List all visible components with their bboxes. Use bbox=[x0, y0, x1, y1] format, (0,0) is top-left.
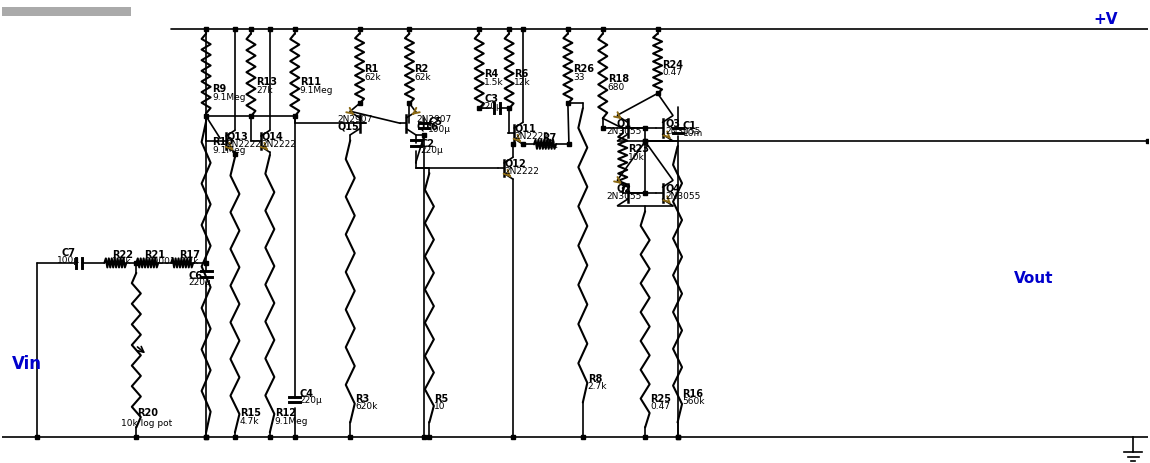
Text: 10m: 10m bbox=[683, 129, 703, 138]
Text: 220μ: 220μ bbox=[480, 102, 503, 111]
Text: R3: R3 bbox=[355, 393, 369, 403]
Text: Q15: Q15 bbox=[338, 121, 360, 131]
Text: R1: R1 bbox=[365, 64, 378, 75]
Text: 2N2222: 2N2222 bbox=[227, 139, 261, 149]
Text: 0.0001: 0.0001 bbox=[144, 257, 176, 266]
Text: 220μ: 220μ bbox=[300, 396, 322, 405]
Text: Vout: Vout bbox=[1013, 271, 1053, 286]
Text: 12k: 12k bbox=[542, 140, 559, 150]
Text: R21: R21 bbox=[144, 250, 166, 259]
Text: Q11: Q11 bbox=[514, 124, 536, 133]
Text: 2N2907: 2N2907 bbox=[338, 114, 373, 124]
Text: 27k: 27k bbox=[256, 86, 273, 95]
Text: 10k: 10k bbox=[628, 152, 644, 162]
Text: R25: R25 bbox=[650, 393, 672, 403]
Text: R20: R20 bbox=[137, 407, 159, 418]
Text: R13: R13 bbox=[256, 77, 277, 87]
Text: 100μ: 100μ bbox=[58, 256, 80, 264]
Text: Q16: Q16 bbox=[416, 121, 438, 131]
Text: 2N2222: 2N2222 bbox=[505, 166, 539, 175]
Text: R23: R23 bbox=[628, 144, 649, 154]
Text: 2N3055: 2N3055 bbox=[606, 126, 642, 136]
Text: 2N3055: 2N3055 bbox=[666, 126, 702, 136]
Text: Q1: Q1 bbox=[616, 118, 631, 128]
Text: 1.5k: 1.5k bbox=[484, 78, 504, 87]
Text: R5: R5 bbox=[435, 393, 448, 403]
Text: 4.7k: 4.7k bbox=[240, 416, 260, 425]
Text: C2: C2 bbox=[421, 138, 435, 149]
Text: R6: R6 bbox=[514, 69, 528, 79]
Text: R10: R10 bbox=[212, 137, 233, 147]
Text: C6: C6 bbox=[189, 270, 202, 280]
Text: C5: C5 bbox=[428, 117, 443, 127]
Text: R8: R8 bbox=[588, 373, 603, 383]
Text: Q2: Q2 bbox=[616, 183, 631, 193]
Text: R11: R11 bbox=[300, 77, 321, 87]
Text: Q3: Q3 bbox=[666, 118, 681, 128]
Text: 2N2222: 2N2222 bbox=[261, 139, 297, 149]
Text: Q12: Q12 bbox=[505, 158, 527, 169]
Text: 620k: 620k bbox=[355, 401, 377, 410]
Text: 33: 33 bbox=[573, 73, 584, 82]
Text: R18: R18 bbox=[607, 74, 629, 84]
Text: C7: C7 bbox=[61, 247, 76, 257]
Text: Q13: Q13 bbox=[227, 131, 248, 142]
Text: R12: R12 bbox=[275, 407, 296, 418]
Text: 62k: 62k bbox=[414, 73, 431, 82]
Text: 2N3055: 2N3055 bbox=[666, 191, 702, 200]
Text: R26: R26 bbox=[573, 64, 593, 75]
FancyBboxPatch shape bbox=[1, 8, 131, 17]
Text: 2N2222: 2N2222 bbox=[514, 131, 550, 140]
Text: 2.7k: 2.7k bbox=[588, 381, 607, 390]
Text: R9: R9 bbox=[212, 84, 227, 94]
Text: 100μ: 100μ bbox=[428, 125, 451, 134]
Text: 62k: 62k bbox=[365, 73, 381, 82]
Text: 560k: 560k bbox=[683, 396, 705, 405]
Text: Vin: Vin bbox=[12, 354, 41, 372]
Text: 9.1Meg: 9.1Meg bbox=[275, 416, 308, 425]
Text: 220μ: 220μ bbox=[421, 146, 444, 155]
Text: 9.1Meg: 9.1Meg bbox=[300, 86, 334, 95]
Text: Q14: Q14 bbox=[261, 131, 283, 142]
Text: 2N3055: 2N3055 bbox=[606, 191, 642, 200]
Text: 10: 10 bbox=[435, 401, 446, 410]
Text: 0.47: 0.47 bbox=[662, 68, 683, 77]
Text: 680: 680 bbox=[607, 83, 624, 92]
Text: 9.1Meg: 9.1Meg bbox=[212, 145, 246, 155]
Text: 220μ: 220μ bbox=[189, 278, 210, 287]
Text: 2.2k: 2.2k bbox=[179, 257, 199, 266]
Text: 10k log pot: 10k log pot bbox=[122, 418, 172, 427]
Text: 9.1Meg: 9.1Meg bbox=[212, 93, 246, 102]
Text: C4: C4 bbox=[300, 388, 314, 398]
Text: 0.47: 0.47 bbox=[650, 401, 670, 410]
Text: R4: R4 bbox=[484, 69, 498, 79]
Text: 2N2907: 2N2907 bbox=[416, 114, 452, 124]
Text: R16: R16 bbox=[683, 388, 704, 398]
Text: R22: R22 bbox=[113, 250, 133, 259]
Text: 12k: 12k bbox=[514, 78, 531, 87]
Text: R2: R2 bbox=[414, 64, 429, 75]
Text: C3: C3 bbox=[484, 94, 498, 104]
Text: C1: C1 bbox=[683, 120, 697, 130]
Text: R17: R17 bbox=[179, 250, 200, 259]
Text: R7: R7 bbox=[542, 132, 557, 143]
Text: 1.8k: 1.8k bbox=[113, 257, 132, 266]
Text: +V: +V bbox=[1094, 12, 1118, 27]
Text: R15: R15 bbox=[240, 407, 261, 418]
Text: R24: R24 bbox=[662, 59, 683, 69]
Text: Q4: Q4 bbox=[666, 183, 681, 193]
